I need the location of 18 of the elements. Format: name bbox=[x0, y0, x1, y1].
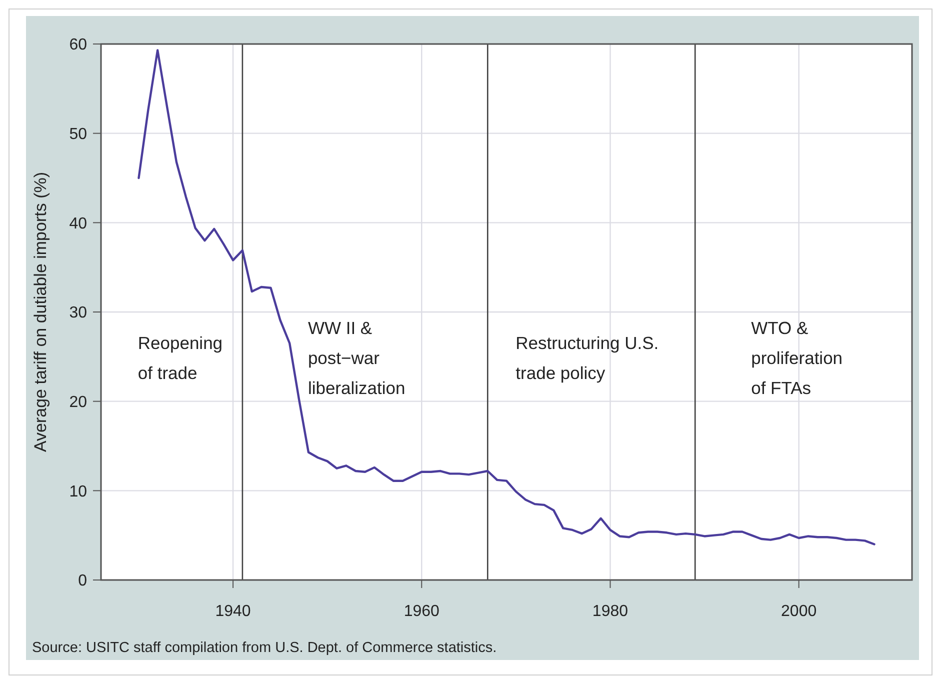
source-note: Source: USITC staff compilation from U.S. Dept. of Commerce statistics. bbox=[32, 640, 497, 656]
y-axis-title: Average tariff on dutiable imports (%) bbox=[31, 172, 50, 452]
y-tick-label: 0 bbox=[78, 572, 88, 590]
y-tick-label: 60 bbox=[69, 36, 88, 54]
y-tick-label: 30 bbox=[69, 304, 88, 322]
annotation: Reopening of trade bbox=[138, 332, 223, 383]
x-tick-label: 2000 bbox=[781, 603, 817, 620]
x-tick-label: 1940 bbox=[215, 603, 251, 620]
x-tick-label: 1980 bbox=[592, 603, 628, 620]
y-tick-label: 10 bbox=[69, 483, 88, 500]
annotation: Restructuring U.S. trade policy bbox=[516, 332, 659, 383]
annotation: WTO & proliferation of FTAs bbox=[751, 318, 843, 398]
x-tick-label: 1960 bbox=[404, 603, 440, 620]
y-tick-label: 50 bbox=[69, 126, 88, 143]
annotation: WW II & post−war liberalization bbox=[308, 318, 406, 398]
line-series bbox=[138, 49, 876, 546]
y-tick-label: 40 bbox=[69, 215, 88, 232]
y-tick-label: 20 bbox=[69, 394, 88, 411]
